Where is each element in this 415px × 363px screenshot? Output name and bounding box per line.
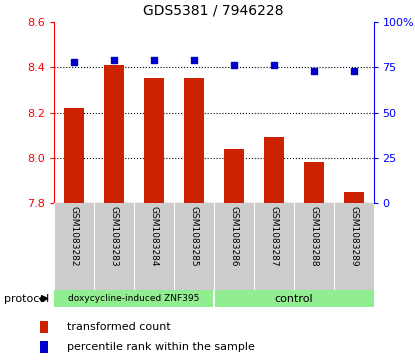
Text: GSM1083283: GSM1083283 [110, 206, 118, 266]
Title: GDS5381 / 7946228: GDS5381 / 7946228 [144, 4, 284, 18]
Bar [304, 162, 324, 203]
Bar [40, 340, 48, 353]
Text: percentile rank within the sample: percentile rank within the sample [67, 342, 255, 352]
Bar [104, 65, 124, 203]
Text: GSM1083285: GSM1083285 [189, 206, 198, 266]
Text: GSM1083287: GSM1083287 [269, 206, 278, 266]
Point [190, 57, 197, 63]
Text: GSM1083289: GSM1083289 [349, 206, 358, 266]
Bar [64, 108, 84, 203]
Bar [264, 138, 283, 203]
Bar [184, 78, 204, 203]
Text: protocol: protocol [4, 294, 49, 303]
Text: control: control [274, 294, 313, 303]
Point [71, 59, 77, 65]
Text: GSM1083288: GSM1083288 [309, 206, 318, 266]
Text: GSM1083284: GSM1083284 [149, 206, 158, 266]
Point [350, 68, 357, 74]
Point [310, 68, 317, 74]
Bar [144, 78, 164, 203]
Point [230, 62, 237, 68]
Text: GSM1083286: GSM1083286 [229, 206, 238, 266]
Bar [224, 149, 244, 203]
Point [110, 57, 117, 63]
Point [151, 57, 157, 63]
Text: GSM1083282: GSM1083282 [69, 206, 78, 266]
Point [270, 62, 277, 68]
Bar [344, 192, 364, 203]
Bar [40, 321, 48, 333]
Text: transformed count: transformed count [67, 322, 171, 332]
Text: doxycycline-induced ZNF395: doxycycline-induced ZNF395 [68, 294, 200, 303]
